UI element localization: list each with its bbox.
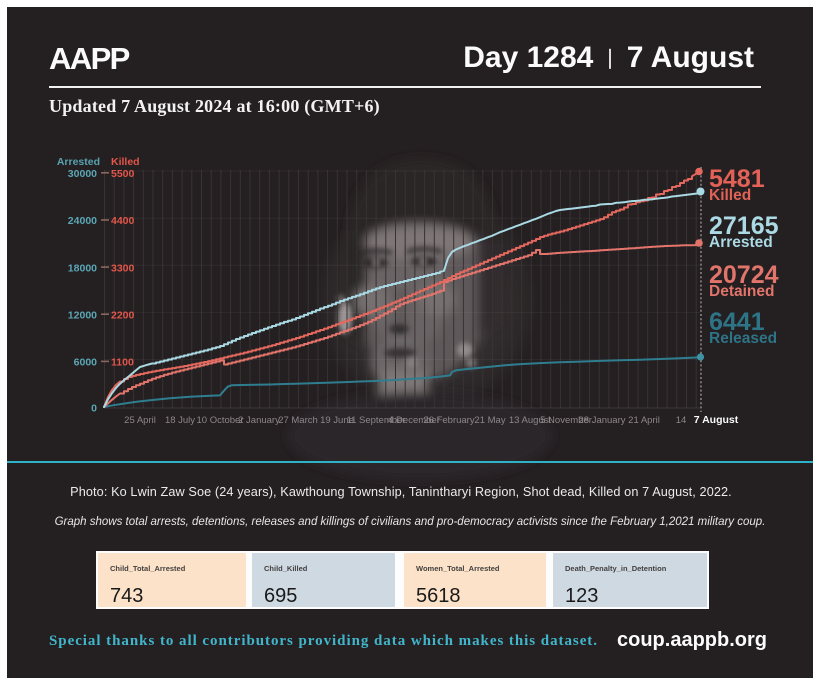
svg-text:2 January: 2 January xyxy=(238,415,280,426)
svg-text:1100: 1100 xyxy=(111,357,134,369)
svg-text:28 January: 28 January xyxy=(578,415,625,426)
svg-text:6000: 6000 xyxy=(74,357,98,369)
svg-text:18000: 18000 xyxy=(68,262,97,274)
svg-text:0: 0 xyxy=(91,403,97,415)
svg-text:4400: 4400 xyxy=(111,215,135,227)
svg-text:Arrested: Arrested xyxy=(57,156,100,168)
svg-text:14: 14 xyxy=(676,415,687,426)
svg-text:13 August: 13 August xyxy=(509,415,552,426)
svg-text:5 November: 5 November xyxy=(540,415,592,426)
svg-text:30000: 30000 xyxy=(68,168,97,180)
svg-text:12000: 12000 xyxy=(68,309,97,321)
svg-text:4 December: 4 December xyxy=(388,415,440,426)
svg-text:26 February: 26 February xyxy=(423,415,474,426)
svg-text:5500: 5500 xyxy=(111,168,135,180)
svg-text:24000: 24000 xyxy=(68,215,97,227)
svg-text:11 September: 11 September xyxy=(347,415,406,426)
svg-text:21 May: 21 May xyxy=(474,415,505,426)
svg-text:19 June: 19 June xyxy=(320,415,354,426)
svg-text:18 July: 18 July xyxy=(165,415,195,426)
svg-text:10 October: 10 October xyxy=(197,415,244,426)
svg-text:21 April: 21 April xyxy=(628,415,660,426)
svg-text:2200: 2200 xyxy=(111,309,135,321)
svg-text:25 April: 25 April xyxy=(124,415,156,426)
svg-text:Killed: Killed xyxy=(111,156,140,168)
svg-text:7 August: 7 August xyxy=(694,414,739,426)
svg-text:3300: 3300 xyxy=(111,262,135,274)
svg-text:27 March: 27 March xyxy=(278,415,318,426)
